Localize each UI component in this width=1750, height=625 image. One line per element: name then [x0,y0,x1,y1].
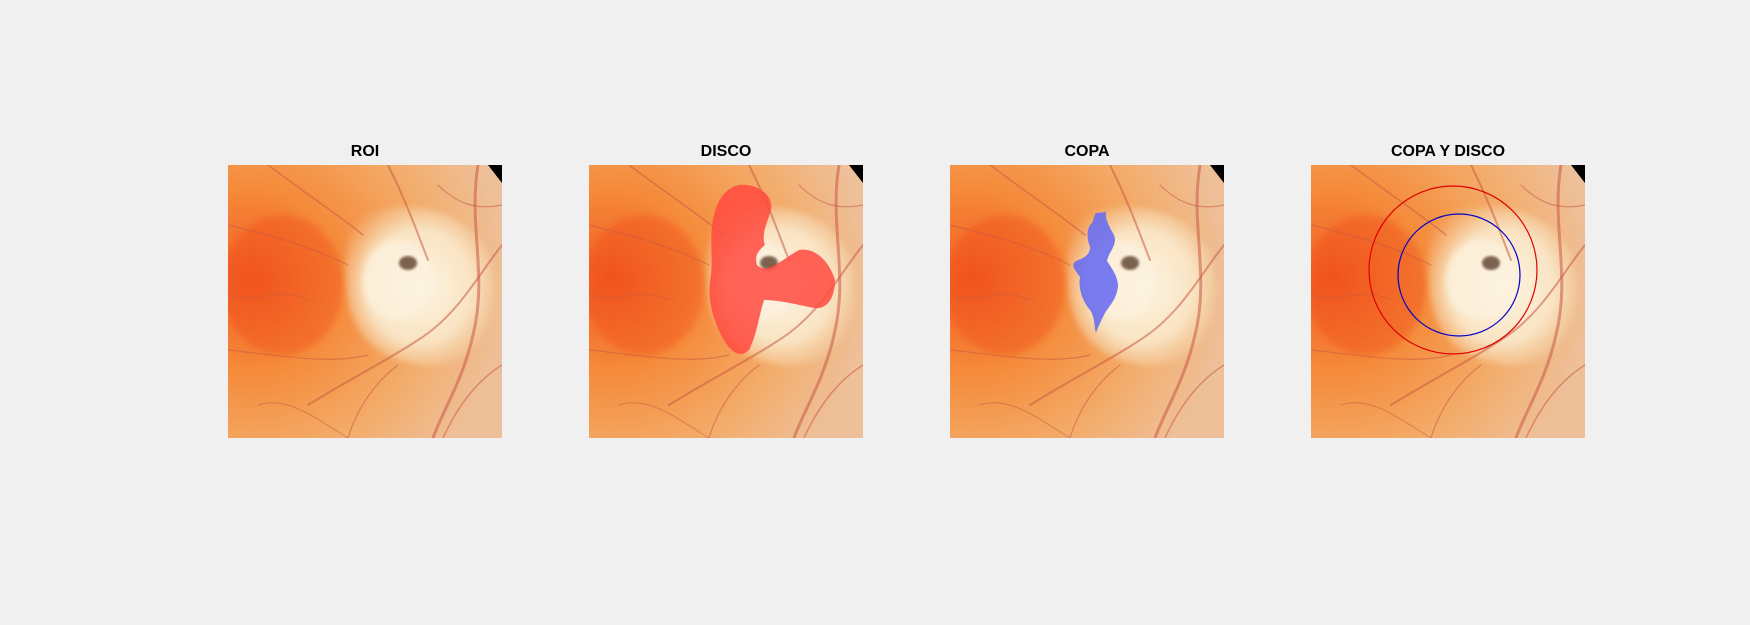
fundus-image-disco [589,165,863,438]
fundus-image-copa-y-disco [1311,165,1585,438]
cup-segmentation-mask [1073,212,1118,333]
panel-title-roi: ROI [350,143,380,160]
disc-segmentation-mask [709,184,835,355]
panel-title-copa-y-disco: COPA Y DISCO [1390,143,1506,160]
cup-boundary-circle [1397,213,1521,337]
panel-title-copa: COPA [1064,143,1110,160]
fundus-image-copa [950,165,1224,438]
disc-boundary-circle [1368,185,1538,355]
fundus-image-roi [228,165,502,438]
panel-title-disco: DISCO [700,143,752,160]
